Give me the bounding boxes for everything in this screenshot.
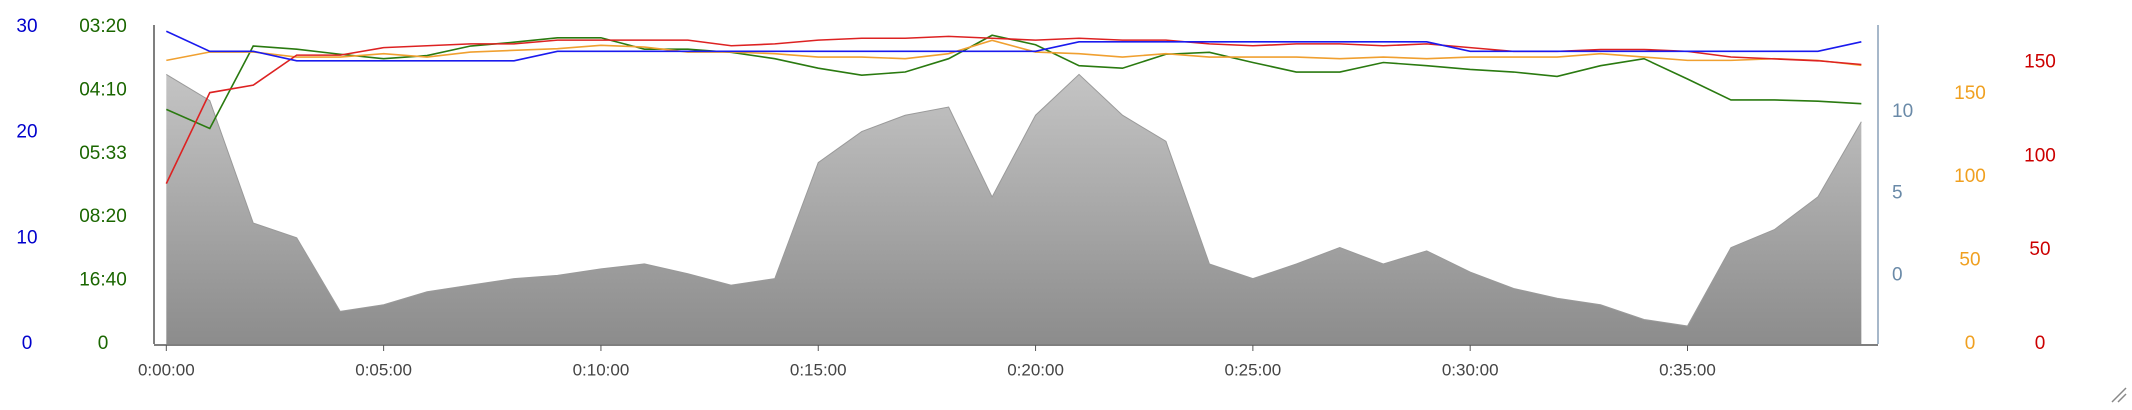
y-tick-label: 08:20	[79, 206, 127, 227]
y-tick-label: 50	[1959, 250, 1980, 271]
y-tick-label: 30	[16, 16, 37, 37]
y-tick-label: 0	[2035, 333, 2046, 354]
y-tick-label: 03:20	[79, 16, 127, 37]
series-line	[166, 39, 1862, 67]
area-top	[166, 73, 1862, 327]
area-fill	[166, 74, 1862, 344]
x-tick-label: 0:30:00	[1442, 360, 1499, 379]
x-tick-label: 0:00:00	[138, 360, 195, 379]
x-tick-label: 0:35:00	[1659, 360, 1716, 379]
series-line	[165, 34, 1862, 130]
series-line	[165, 35, 1862, 184]
y-tick-label: 150	[2024, 52, 2056, 73]
x-tick-label: 0:15:00	[790, 360, 847, 379]
x-tick-label: 0:25:00	[1225, 360, 1282, 379]
series-line	[165, 30, 1862, 62]
y-tick-label: 0	[1965, 333, 1976, 354]
y-tick-label: 100	[1954, 166, 1986, 187]
y-tick-label: 100	[2024, 145, 2056, 166]
x-tick-label: 0:05:00	[355, 360, 412, 379]
y-tick-label: 04:10	[79, 79, 127, 100]
y-tick-label: 05:33	[79, 143, 127, 164]
x-tick-label: 0:10:00	[573, 360, 630, 379]
y-tick-label: 10	[1892, 101, 1913, 122]
x-tick-label: 0:20:00	[1007, 360, 1064, 379]
resize-handle[interactable]	[2111, 387, 2127, 403]
y-tick-label: 0	[22, 333, 33, 354]
y-tick-label: 150	[1954, 83, 1986, 104]
y-tick-label: 0	[1892, 264, 1903, 285]
y-tick-label: 0	[98, 333, 109, 354]
y-tick-label: 20	[16, 122, 37, 143]
y-tick-label: 10	[16, 227, 37, 248]
y-tick-label: 16:40	[79, 270, 127, 291]
y-tick-label: 50	[2029, 239, 2050, 260]
y-tick-label: 5	[1892, 183, 1903, 204]
